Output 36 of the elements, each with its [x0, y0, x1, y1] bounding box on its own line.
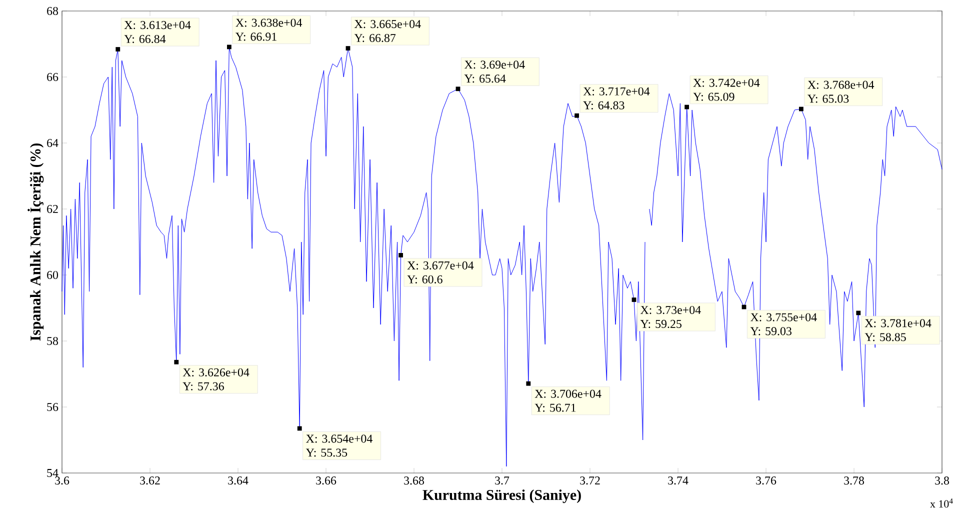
text: x 10$^{4}$ — [930, 498, 953, 508]
annotation: X: 3.677e+04 Y: 60.6 — [407, 261, 474, 284]
annotation: X: 3.717e+04 Y: 64.83 — [583, 87, 650, 110]
annotation: X: 3.665e+04 Y: 66.87 — [354, 20, 421, 42]
annotation: X: 3.626e+04 Y: 57.36 — [182, 368, 250, 390]
y-axis-title: Ispanak Anlık Nem İçeriği (%) — [28, 143, 44, 341]
y-tick-label: 62 — [47, 204, 58, 214]
x-tick-label: 3.74 — [668, 476, 688, 485]
y-tick-label: 58 — [47, 336, 58, 346]
x-tick-label: 3.68 — [404, 476, 424, 485]
x-tick-label: 3.64 — [228, 476, 248, 485]
y-tick-label: 68 — [47, 6, 58, 16]
y-tick-label: 60 — [47, 270, 58, 280]
annotation: X: 3.706e+04 Y: 56.71 — [534, 390, 602, 412]
x-tick-label: 3.6 — [55, 476, 70, 485]
x-tick-label: 3.78 — [844, 476, 864, 485]
annotation: X: 3.638e+04 Y: 66.91 — [236, 18, 302, 41]
x-tick-label: 3.7 — [495, 476, 510, 485]
x-tick-label: 3.76 — [756, 476, 776, 485]
x-tick-label: 3.66 — [316, 476, 336, 485]
annotation: X: 3.73e+04 Y: 59.25 — [640, 306, 701, 328]
x-tick-label: 3.72 — [580, 476, 600, 485]
x-tick-label: 3.62 — [140, 476, 160, 485]
annotation: X: 3.654e+04 Y: 55.35 — [306, 434, 372, 457]
y-tick-label: 56 — [47, 402, 58, 412]
annotation: X: 3.768e+04 Y: 65.03 — [808, 80, 874, 103]
y-tick-label: 66 — [47, 72, 58, 82]
y-tick-label: 54 — [47, 469, 58, 477]
annotation: X: 3.613e+04 Y: 66.84 — [124, 21, 191, 44]
annotation: X: 3.742e+04 Y: 65.09 — [693, 78, 760, 101]
annotation: X: 3.69e+04 Y: 65.64 — [464, 60, 525, 83]
annotation: X: 3.755e+04 Y: 59.03 — [750, 313, 817, 336]
annotation: X: 3.781e+04 Y: 58.85 — [864, 319, 932, 342]
y-tick-label: 64 — [47, 138, 58, 148]
x-axis-title: Kurutma Süresi (Saniye) — [422, 489, 581, 504]
x-tick-label: 3.8 — [935, 476, 950, 485]
